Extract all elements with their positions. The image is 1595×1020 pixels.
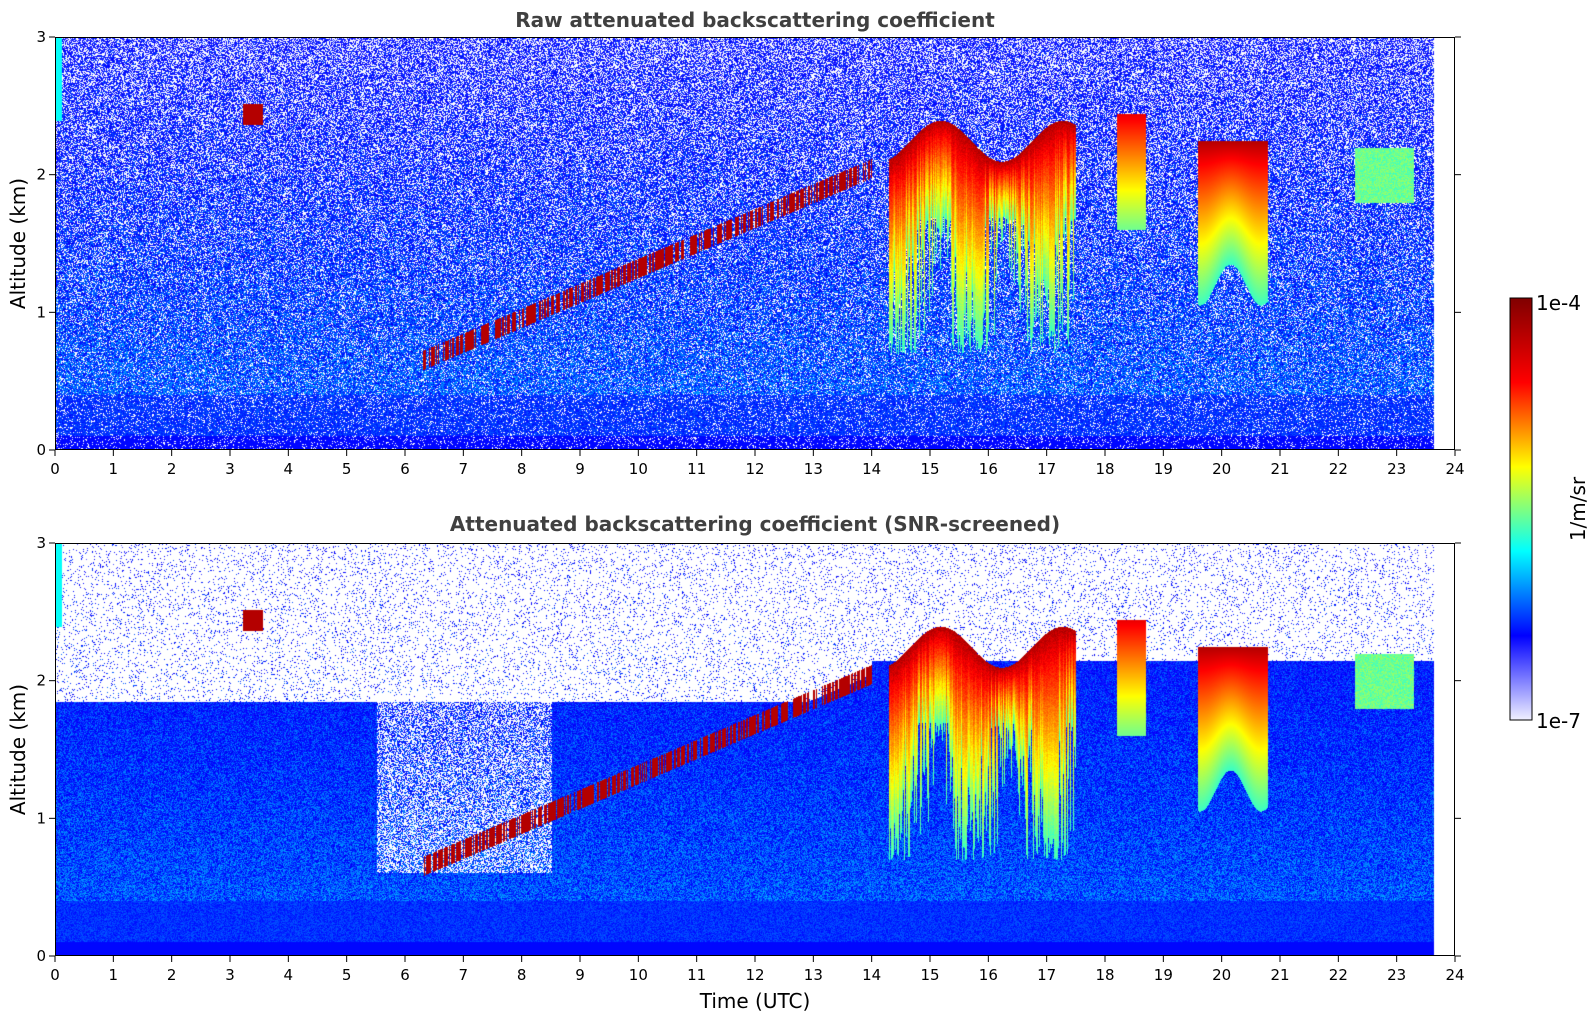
panel1-xtick-label: 12 [745, 460, 764, 478]
panel1-xtick-label: 6 [400, 460, 410, 478]
panel2-xtick-label: 14 [862, 966, 881, 984]
panel2-xtick-label: 11 [687, 966, 706, 984]
panel1-xtick-label: 18 [1095, 460, 1114, 478]
panel1-plot-area [55, 37, 1455, 450]
panel2-ylabel: Altitude (km) [6, 684, 30, 815]
panel2-xtick-label: 2 [167, 966, 177, 984]
panel2-xlabel: Time (UTC) [699, 989, 811, 1013]
colorbar [1509, 297, 1533, 721]
panel2-xtick-label: 23 [1387, 966, 1406, 984]
panel2-xtick-label: 0 [50, 966, 60, 984]
panel2-xtick-label: 8 [517, 966, 527, 984]
panel1-ylabel: Altitude (km) [6, 178, 30, 309]
panel1-xtick-label: 14 [862, 460, 881, 478]
panel1-ytick-label: 3 [36, 28, 46, 46]
panel1-title: Raw attenuated backscattering coefficien… [515, 8, 995, 32]
panel1-xtick-label: 24 [1445, 460, 1464, 478]
panel2-xtick-label: 13 [804, 966, 823, 984]
panel1-xtick-label: 0 [50, 460, 60, 478]
panel2-xtick-label: 1 [109, 966, 119, 984]
panel2-xtick-label: 19 [1154, 966, 1173, 984]
panel1-heatmap [56, 38, 1454, 449]
panel1-xtick-label: 1 [109, 460, 119, 478]
panel2-xtick-label: 9 [575, 966, 585, 984]
panel2-xtick-label: 3 [225, 966, 235, 984]
panel2-xtick-label: 18 [1095, 966, 1114, 984]
panel1-xtick-label: 4 [284, 460, 294, 478]
panel1-xtick-label: 10 [629, 460, 648, 478]
panel1-xtick-label: 17 [1037, 460, 1056, 478]
panel2-heatmap [56, 544, 1454, 955]
panel1-xtick-label: 7 [459, 460, 469, 478]
panel2-ytick-label: 1 [36, 809, 46, 827]
panel1-xtick-label: 23 [1387, 460, 1406, 478]
panel1-xtick-label: 8 [517, 460, 527, 478]
panel2-xtick-label: 10 [629, 966, 648, 984]
panel2-plot-area [55, 543, 1455, 956]
panel2-xtick-label: 20 [1212, 966, 1231, 984]
panel1-xtick-label: 11 [687, 460, 706, 478]
panel1-xtick-label: 3 [225, 460, 235, 478]
panel2-xtick-label: 7 [459, 966, 469, 984]
colorbar-unit-label: 1/m/sr [1566, 476, 1590, 541]
panel1-xtick-label: 9 [575, 460, 585, 478]
panel1-xtick-label: 5 [342, 460, 352, 478]
panel1-ytick-label: 0 [36, 441, 46, 459]
panel1-xtick-label: 13 [804, 460, 823, 478]
panel2-ytick-label: 2 [36, 672, 46, 690]
panel1-xtick-label: 16 [979, 460, 998, 478]
panel2-xtick-label: 5 [342, 966, 352, 984]
panel1-xtick-label: 20 [1212, 460, 1231, 478]
panel1-xtick-label: 2 [167, 460, 177, 478]
panel1-xtick-label: 21 [1270, 460, 1289, 478]
panel1-xtick-label: 22 [1329, 460, 1348, 478]
panel1-xtick-label: 15 [920, 460, 939, 478]
colorbar-min-label: 1e-7 [1536, 709, 1581, 733]
panel2-xtick-label: 16 [979, 966, 998, 984]
panel2-xtick-label: 17 [1037, 966, 1056, 984]
colorbar-max-label: 1e-4 [1536, 291, 1581, 315]
panel2-xtick-label: 15 [920, 966, 939, 984]
panel1-ytick-label: 2 [36, 166, 46, 184]
panel2-ytick-label: 3 [36, 534, 46, 552]
panel2-xtick-label: 21 [1270, 966, 1289, 984]
panel2-xtick-label: 12 [745, 966, 764, 984]
panel2-ytick-label: 0 [36, 947, 46, 965]
panel1-ytick-label: 1 [36, 303, 46, 321]
panel2-xtick-label: 4 [284, 966, 294, 984]
panel2-xtick-label: 22 [1329, 966, 1348, 984]
panel1-xtick-label: 19 [1154, 460, 1173, 478]
panel2-xtick-label: 24 [1445, 966, 1464, 984]
panel2-title: Attenuated backscattering coefficient (S… [449, 512, 1061, 536]
panel2-xtick-label: 6 [400, 966, 410, 984]
